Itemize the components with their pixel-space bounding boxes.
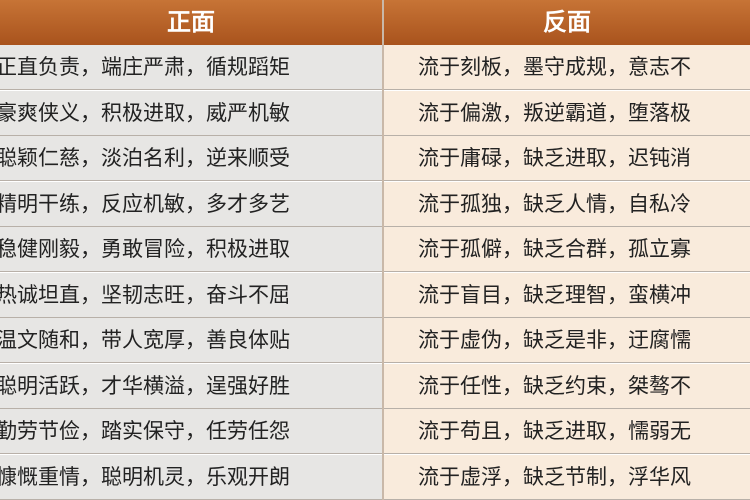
cell-text: 流于苟且，缺乏进取，懦弱无 xyxy=(418,419,691,443)
cell-text: 勤劳节俭，踏实保守，任劳任怨 xyxy=(0,419,290,443)
table-cell: 精明干练，反应机敏，多才多艺 xyxy=(0,181,382,227)
header-cell: 正面 xyxy=(0,0,382,45)
table-cell: 流于虚伪，缺乏是非，迂腐懦 xyxy=(384,318,750,363)
cell-text: 流于虚伪，缺乏是非，迂腐懦 xyxy=(418,328,691,352)
table-row: 聪颖仁慈，淡泊名利，逆来顺受 流于庸碌，缺乏进取，迟钝消 xyxy=(0,136,750,182)
table-cell: 稳健刚毅，勇敢冒险，积极进取 xyxy=(0,227,382,272)
column-divider xyxy=(382,0,384,500)
cell-text: 聪明活跃，才华横溢，逞强好胜 xyxy=(0,373,290,398)
table-cell: 流于孤僻，缺乏合群，孤立寡 xyxy=(384,227,750,272)
table-cell: 豪爽侠义，积极进取，威严机敏 xyxy=(0,90,382,136)
table-row: 豪爽侠义，积极进取，威严机敏 流于偏激，叛逆霸道，堕落极 xyxy=(0,90,750,137)
cell-text: 温文随和，带人宽厚，善良体贴 xyxy=(0,328,290,352)
table-row: 稳健刚毅，勇敢冒险，积极进取 流于孤僻，缺乏合群，孤立寡 xyxy=(0,227,750,273)
table-row: 勤劳节俭，踏实保守，任劳任怨 流于苟且，缺乏进取，懦弱无 xyxy=(0,409,750,455)
table-cell: 流于庸碌，缺乏进取，迟钝消 xyxy=(384,136,750,181)
cell-text: 慷慨重情，聪明机灵，乐观开朗 xyxy=(0,464,290,489)
table-cell: 流于盲目，缺乏理智，蛮横冲 xyxy=(384,272,750,318)
table-cell: 聪颖仁慈，淡泊名利，逆来顺受 xyxy=(0,136,382,181)
table-cell: 慷慨重情，聪明机灵，乐观开朗 xyxy=(0,454,382,500)
cell-text: 豪爽侠义，积极进取，威严机敏 xyxy=(0,100,290,125)
table-cell: 流于偏激，叛逆霸道，堕落极 xyxy=(384,90,750,136)
table-row: 慷慨重情，聪明机灵，乐观开朗 流于虚浮，缺乏节制，浮华风 xyxy=(0,454,750,500)
table-row: 精明干练，反应机敏，多才多艺 流于孤独，缺乏人情，自私冷 xyxy=(0,181,750,228)
cell-text: 流于任性，缺乏约束，桀骜不 xyxy=(418,373,691,398)
table-row: 温文随和，带人宽厚，善良体贴 流于虚伪，缺乏是非，迂腐懦 xyxy=(0,318,750,364)
table-row: 热诚坦直，坚韧志旺，奋斗不屈 流于盲目，缺乏理智，蛮横冲 xyxy=(0,272,750,319)
cell-text: 流于偏激，叛逆霸道，堕落极 xyxy=(418,100,691,125)
cell-text: 流于盲目，缺乏理智，蛮横冲 xyxy=(418,282,691,307)
cell-text: 热诚坦直，坚韧志旺，奋斗不屈 xyxy=(0,282,290,307)
cell-text: 流于孤独，缺乏人情，自私冷 xyxy=(418,191,691,216)
cell-text: 流于庸碌，缺乏进取，迟钝消 xyxy=(418,146,691,170)
cell-text: 流于虚浮，缺乏节制，浮华风 xyxy=(418,464,691,489)
cell-text: 聪颖仁慈，淡泊名利，逆来顺受 xyxy=(0,146,290,170)
table-cell: 聪明活跃，才华横溢，逞强好胜 xyxy=(0,363,382,409)
cell-text: 流于刻板，墨守成规，意志不 xyxy=(418,55,691,79)
header-cell: 反面 xyxy=(384,0,750,45)
table-cell: 热诚坦直，坚韧志旺，奋斗不屈 xyxy=(0,272,382,318)
table-cell: 流于刻板，墨守成规，意志不 xyxy=(384,45,750,90)
table-cell: 流于虚浮，缺乏节制，浮华风 xyxy=(384,454,750,500)
table-cell: 流于苟且，缺乏进取，懦弱无 xyxy=(384,409,750,454)
cell-text: 精明干练，反应机敏，多才多艺 xyxy=(0,191,290,216)
cell-text: 稳健刚毅，勇敢冒险，积极进取 xyxy=(0,237,290,261)
cell-text: 正直负责，端庄严肃，循规蹈矩 xyxy=(0,55,290,79)
table-cell: 温文随和，带人宽厚，善良体贴 xyxy=(0,318,382,363)
table-cell: 勤劳节俭，踏实保守，任劳任怨 xyxy=(0,409,382,454)
table-row: 聪明活跃，才华横溢，逞强好胜 流于任性，缺乏约束，桀骜不 xyxy=(0,363,750,410)
table-cell: 正直负责，端庄严肃，循规蹈矩 xyxy=(0,45,382,90)
table-cell: 流于孤独，缺乏人情，自私冷 xyxy=(384,181,750,227)
cell-text: 流于孤僻，缺乏合群，孤立寡 xyxy=(418,237,691,261)
table-row: 正直负责，端庄严肃，循规蹈矩 流于刻板，墨守成规，意志不 xyxy=(0,45,750,91)
table-cell: 流于任性，缺乏约束，桀骜不 xyxy=(384,363,750,409)
